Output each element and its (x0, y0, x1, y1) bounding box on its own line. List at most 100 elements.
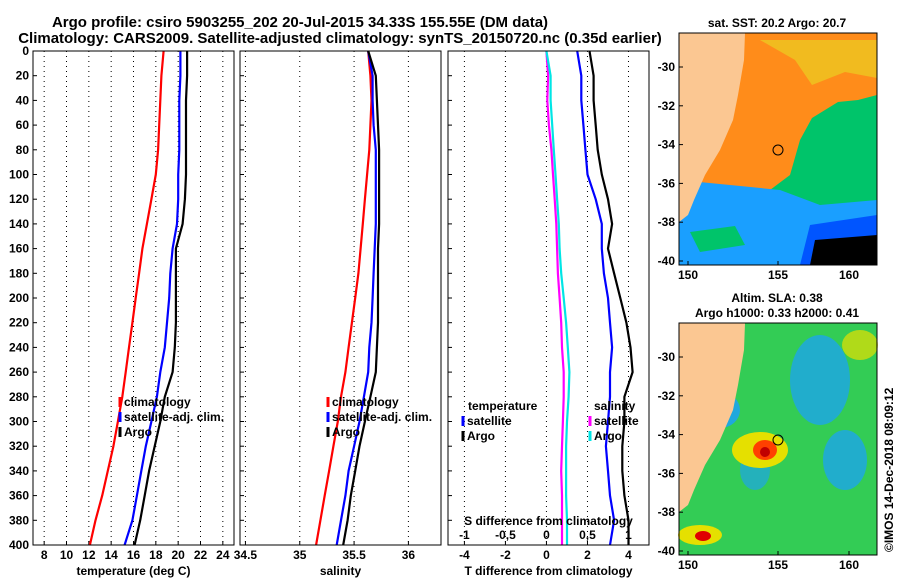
ytick-label: 0 (22, 44, 29, 58)
ytick-label: 60 (16, 118, 30, 132)
temperature-xtick-label: 14 (104, 548, 118, 562)
ytick-label: 20 (16, 69, 30, 83)
sst-axes-ytick-label: -34 (658, 138, 676, 152)
sla-axes-xtick-label: 155 (768, 558, 788, 572)
diff-x2tick-label: 1 (625, 528, 632, 542)
sst-axes-ytick-label: -38 (658, 215, 676, 229)
sst-axes-ytick-label: -32 (658, 99, 676, 113)
sst-axes-xtick-label: 150 (678, 268, 698, 282)
salinity-series-satellite-adj-clim- (335, 50, 377, 546)
sst-map: sat. SST: 20.2 Argo: 20.7 150 155 160 -30 -3… (658, 16, 878, 282)
salinity-xtick-label: 35 (293, 548, 307, 562)
ytick-label: 140 (9, 217, 29, 231)
difference-series-s-satellite (545, 50, 565, 545)
difference-xtick-label: 4 (625, 548, 632, 562)
sla-axes-ytick-label: -38 (658, 505, 676, 519)
temperature-xtick-label: 8 (41, 548, 48, 562)
temperature-xlabel: temperature (deg C) (76, 564, 190, 578)
difference-xtick-label: -2 (500, 548, 511, 562)
salinity-legend-label: satellite-adj. clim. (332, 410, 432, 424)
temperature-legend-label: Argo (124, 425, 152, 439)
difference-series-t-argo (588, 50, 634, 545)
diff-legend-left-label: Argo (467, 429, 495, 443)
diff-x2label: S difference from climatology (464, 514, 633, 528)
temperature-xtick-label: 16 (127, 548, 141, 562)
ytick-label: 400 (9, 538, 29, 552)
ytick-label: 320 (9, 439, 29, 453)
sla-axes-ytick-label: -34 (658, 428, 676, 442)
imos-watermark: ©IMOS 14-Dec-2018 08:09:12 (882, 387, 896, 552)
salinity-legend-label: Argo (332, 425, 360, 439)
ytick-label: 380 (9, 513, 29, 527)
sst-axes-ytick-label: -40 (658, 254, 676, 268)
ytick-label: 280 (9, 390, 29, 404)
sla-map: Altim. SLA: 0.38 Argo h1000: 0.33 h2000:… (658, 291, 878, 572)
ytick-label: 340 (9, 464, 29, 478)
diff-x2tick-label: 0,5 (579, 528, 596, 542)
sst-map-title: sat. SST: 20.2 Argo: 20.7 (708, 16, 847, 30)
sst-map-axes: 150 155 160 -30 -32 -34 -36 -38 -40 (658, 60, 860, 282)
temperature-xtick-label: 18 (149, 548, 163, 562)
sst-axes-ytick-label: -30 (658, 60, 676, 74)
temperature-xtick-label: 24 (216, 548, 230, 562)
ytick-label: 200 (9, 291, 29, 305)
ytick-label: 160 (9, 242, 29, 256)
ytick-label: 360 (9, 489, 29, 503)
temperature-xtick-label: 22 (194, 548, 208, 562)
salinity-panel: 34.5 35 35.5 36 salinity climatologysatellite… (234, 50, 442, 578)
diff-x2tick-label: 0 (543, 528, 550, 542)
temperature-series-satellite-adj-clim- (123, 51, 182, 546)
temperature-legend-label: climatology (124, 395, 191, 409)
sla-map-axes: 150 155 160 -30 -32 -34 -36 -38 -40 (658, 350, 860, 572)
ytick-label: 260 (9, 365, 29, 379)
temperature-xtick-label: 10 (60, 548, 74, 562)
sst-axes-ytick-label: -36 (658, 176, 676, 190)
difference-panel: -4 -2 0 2 4 T difference from climatology temp… (447, 50, 650, 578)
salinity-series-argo (342, 50, 381, 546)
difference-xlabel: T difference from climatology (464, 564, 632, 578)
sst-axes-xtick-label: 160 (839, 268, 859, 282)
ytick-label: 120 (9, 192, 29, 206)
temperature-panel: 8 10 12 14 16 18 20 22 2402040608010012014016018… (9, 44, 235, 578)
salinity-xtick-label: 36 (402, 548, 416, 562)
diff-legend-right-title: salinity (594, 399, 636, 413)
ytick-label: 300 (9, 415, 29, 429)
difference-xtick-label: 0 (543, 548, 550, 562)
salinity-series-climatology (315, 50, 373, 546)
difference-series-t-satellite (576, 50, 616, 546)
salinity-xlabel: salinity (320, 564, 362, 578)
diff-x2tick-label: -0,5 (495, 528, 516, 542)
temperature-series-argo (133, 51, 189, 546)
temperature-series-climatology (88, 50, 165, 546)
ytick-label: 240 (9, 340, 29, 354)
sla-axes-ytick-label: -36 (658, 466, 676, 480)
temperature-frame (32, 50, 235, 546)
diff-legend-right-label: Argo (594, 429, 622, 443)
salinity-xtick-label: 35.5 (342, 548, 366, 562)
ytick-label: 80 (16, 143, 30, 157)
sla-map-title-1: Altim. SLA: 0.38 (731, 291, 823, 305)
salinity-frame (239, 50, 442, 546)
sla-axes-ytick-label: -30 (658, 350, 676, 364)
ytick-label: 100 (9, 168, 29, 182)
sla-axes-ytick-label: -32 (658, 389, 676, 403)
difference-xtick-label: -4 (459, 548, 470, 562)
title-line-2: Climatology: CARS2009. Satellite-adjuste… (18, 30, 662, 47)
temperature-xtick-label: 20 (171, 548, 185, 562)
ytick-label: 220 (9, 316, 29, 330)
difference-series-s-argo (545, 50, 571, 545)
sla-axes-xtick-label: 150 (678, 558, 698, 572)
sst-axes-xtick-label: 155 (768, 268, 788, 282)
diff-legend-left-title: temperature (468, 399, 538, 413)
salinity-legend-label: climatology (332, 395, 399, 409)
ytick-label: 180 (9, 266, 29, 280)
temperature-xtick-label: 12 (82, 548, 96, 562)
difference-frame (447, 50, 650, 546)
sla-map-title-2: Argo h1000: 0.33 h2000: 0.41 (695, 306, 859, 320)
title-line-1: Argo profile: csiro 5903255_202 20-Jul-2… (52, 14, 548, 31)
diff-legend-left-label: satellite (467, 414, 512, 428)
diff-x2tick-label: -1 (459, 528, 470, 542)
sla-axes-xtick-label: 160 (839, 558, 859, 572)
difference-xtick-label: 2 (584, 548, 591, 562)
